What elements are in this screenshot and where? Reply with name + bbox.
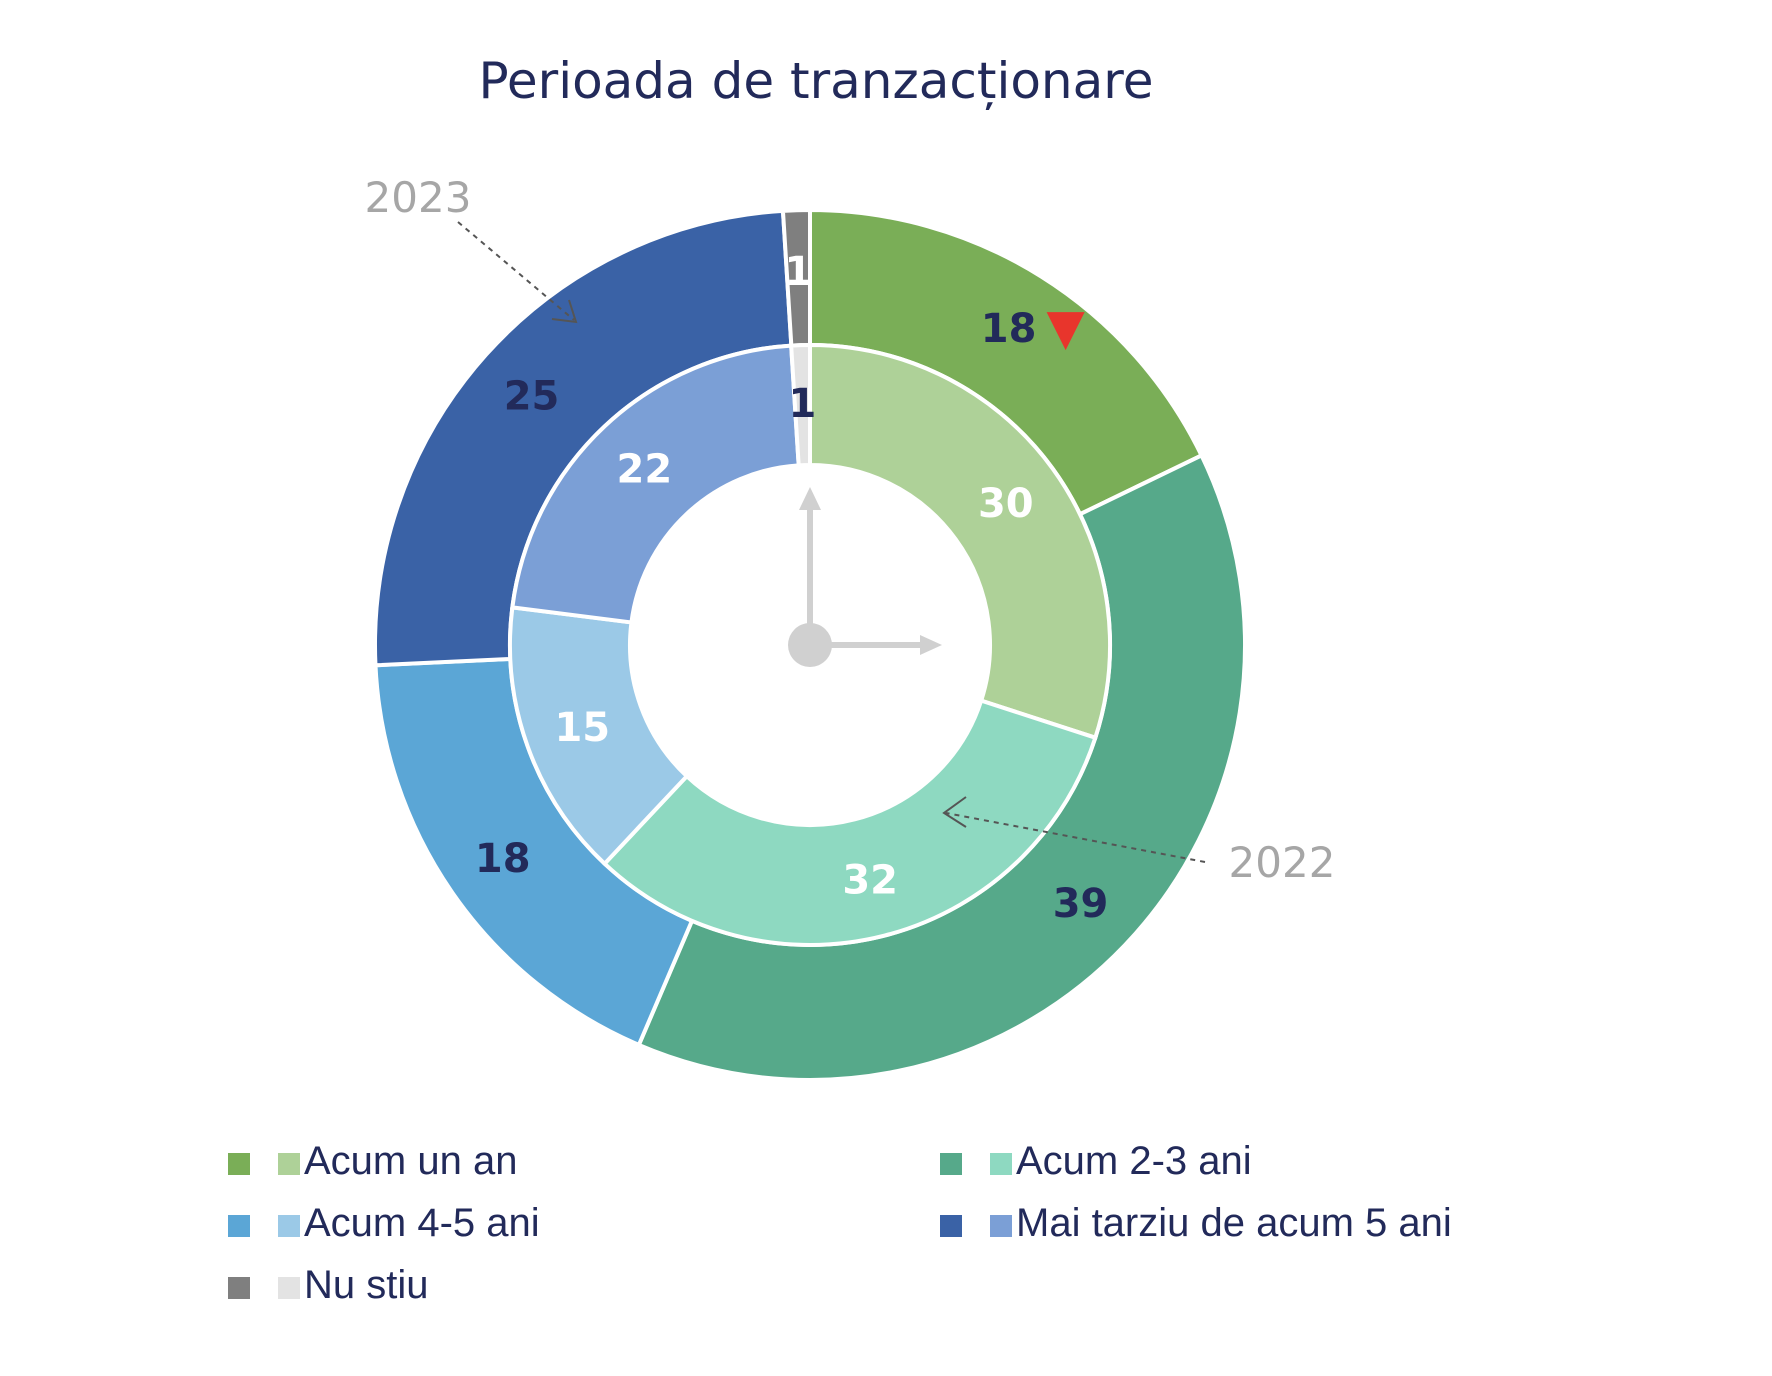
data-label-2022-nu-stiu: 1	[788, 381, 816, 427]
legend-swatch-inner	[278, 1153, 300, 1175]
slice-2022-mai-tarziu-de-acum-5-ani	[510, 343, 801, 625]
clock-icon	[788, 487, 942, 667]
chart-title: Perioada de tranzacționare	[479, 52, 1154, 110]
inner-ring-2022	[508, 342, 1112, 947]
legend-swatch-inner	[990, 1215, 1012, 1237]
data-label-2022-acum-4-5-ani: 15	[554, 705, 610, 751]
clock-hand-hour-tip	[920, 635, 942, 655]
legend-item-acum-un-an: Acum un an	[228, 1139, 517, 1183]
data-label-2022-acum-un-an: 30	[978, 481, 1034, 527]
legend-label: Nu stiu	[304, 1263, 429, 1307]
legend-swatch-outer	[228, 1215, 250, 1237]
data-label-2023-mai-tarziu-de-acum-5-ani: 25	[504, 373, 560, 419]
legend-item-mai-tarziu-de-acum-5-ani: Mai tarziu de acum 5 ani	[940, 1201, 1452, 1245]
year-2022-pointer	[945, 812, 1206, 863]
ring-value-labels: 18 39 18 25 1 30 32 15 22 1	[475, 249, 1109, 927]
legend-swatch-outer	[940, 1153, 962, 1175]
data-label-2023-acum-4-5-ani: 18	[475, 836, 531, 882]
legend: Acum un an Acum 2-3 ani Acum 4-5 ani Mai ta…	[228, 1139, 1452, 1307]
legend-item-acum-4-5-ani: Acum 4-5 ani	[228, 1201, 540, 1245]
legend-swatch-inner	[278, 1215, 300, 1237]
legend-label: Acum 4-5 ani	[304, 1201, 540, 1245]
data-label-2023-acum-un-an: 18	[981, 306, 1037, 352]
slice-2022-acum-un-an	[808, 342, 1112, 741]
legend-swatch-outer	[228, 1153, 250, 1175]
clock-center-dot	[788, 623, 832, 667]
year-2022-arrowhead	[942, 796, 967, 828]
slice-2022-nu-stiu	[789, 342, 812, 468]
year-label-2022: 2022	[1229, 838, 1336, 887]
data-label-2023-nu-stiu: 1	[784, 249, 812, 295]
legend-label: Acum un an	[304, 1139, 517, 1183]
legend-label: Mai tarziu de acum 5 ani	[1016, 1201, 1452, 1245]
year-label-2023: 2023	[365, 173, 472, 222]
data-label-2023-acum-2-3-ani: 39	[1053, 881, 1109, 927]
legend-label: Acum 2-3 ani	[1016, 1139, 1252, 1183]
data-label-2022-mai-tarziu-de-acum-5-ani: 22	[617, 447, 673, 493]
legend-item-acum-2-3-ani: Acum 2-3 ani	[940, 1139, 1252, 1183]
data-label-2022-acum-2-3-ani: 32	[842, 857, 898, 903]
legend-swatch-inner	[278, 1277, 300, 1299]
legend-item-nu-stiu: Nu stiu	[228, 1263, 429, 1307]
legend-swatch-outer	[940, 1215, 962, 1237]
legend-swatch-inner	[990, 1153, 1012, 1175]
year-2023-arrowhead	[551, 299, 578, 324]
clock-hand-minute-tip	[799, 487, 821, 510]
legend-swatch-outer	[228, 1277, 250, 1299]
decline-marker-icon	[1046, 312, 1085, 351]
slice-2022-acum-2-3-ani	[601, 698, 1098, 947]
